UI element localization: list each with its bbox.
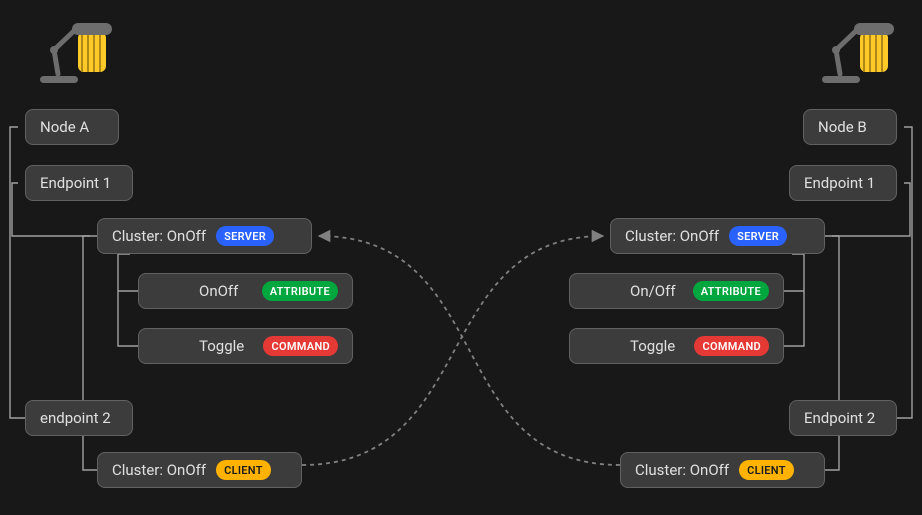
badge-command: COMMAND [694, 336, 769, 356]
node-a-endpoint-1-label: Endpoint 1 [40, 174, 111, 192]
connectors-layer [0, 0, 922, 515]
node-a-endpoint-1: Endpoint 1 [25, 165, 133, 201]
node-a-cluster-server: Cluster: OnOff SERVER [97, 218, 312, 254]
badge-command: COMMAND [263, 336, 338, 356]
node-a-cluster-client-label: Cluster: OnOff [112, 461, 206, 479]
node-a-endpoint-2-label: endpoint 2 [40, 409, 111, 427]
node-a-cmd-toggle: Toggle COMMAND [138, 328, 353, 364]
node-b-cluster-client: Cluster: OnOff CLIENT [620, 452, 825, 488]
node-a-attr-onoff: OnOff ATTRIBUTE [138, 273, 353, 309]
lamp-icon-right [812, 18, 902, 93]
node-a-label: Node A [40, 118, 89, 136]
badge-attribute: ATTRIBUTE [693, 281, 769, 301]
lamp-icon-left [30, 18, 120, 93]
node-a-cluster-client: Cluster: OnOff CLIENT [97, 452, 302, 488]
node-a-cluster-server-label: Cluster: OnOff [112, 227, 206, 245]
node-a-endpoint-2: endpoint 2 [25, 400, 133, 436]
node-b-cmd-toggle-label: Toggle [630, 337, 675, 355]
badge-server: SERVER [216, 226, 274, 246]
badge-client: CLIENT [216, 460, 271, 480]
node-b-endpoint-1: Endpoint 1 [789, 165, 897, 201]
node-b-attr-onoff: On/Off ATTRIBUTE [569, 273, 784, 309]
node-b-cluster-server-label: Cluster: OnOff [625, 227, 719, 245]
badge-attribute: ATTRIBUTE [262, 281, 338, 301]
node-b-cluster-client-label: Cluster: OnOff [635, 461, 729, 479]
node-b-cluster-server: Cluster: OnOff SERVER [610, 218, 825, 254]
badge-client: CLIENT [739, 460, 794, 480]
node-b-attr-onoff-label: On/Off [630, 282, 676, 300]
node-b-endpoint-2: Endpoint 2 [789, 400, 897, 436]
node-b-endpoint-1-label: Endpoint 1 [804, 174, 875, 192]
node-b: Node B [803, 109, 897, 145]
node-b-label: Node B [818, 118, 867, 136]
node-b-endpoint-2-label: Endpoint 2 [804, 409, 875, 427]
badge-server: SERVER [729, 226, 787, 246]
node-a: Node A [25, 109, 119, 145]
node-a-attr-onoff-label: OnOff [199, 282, 238, 300]
node-b-cmd-toggle: Toggle COMMAND [569, 328, 784, 364]
node-a-cmd-toggle-label: Toggle [199, 337, 244, 355]
